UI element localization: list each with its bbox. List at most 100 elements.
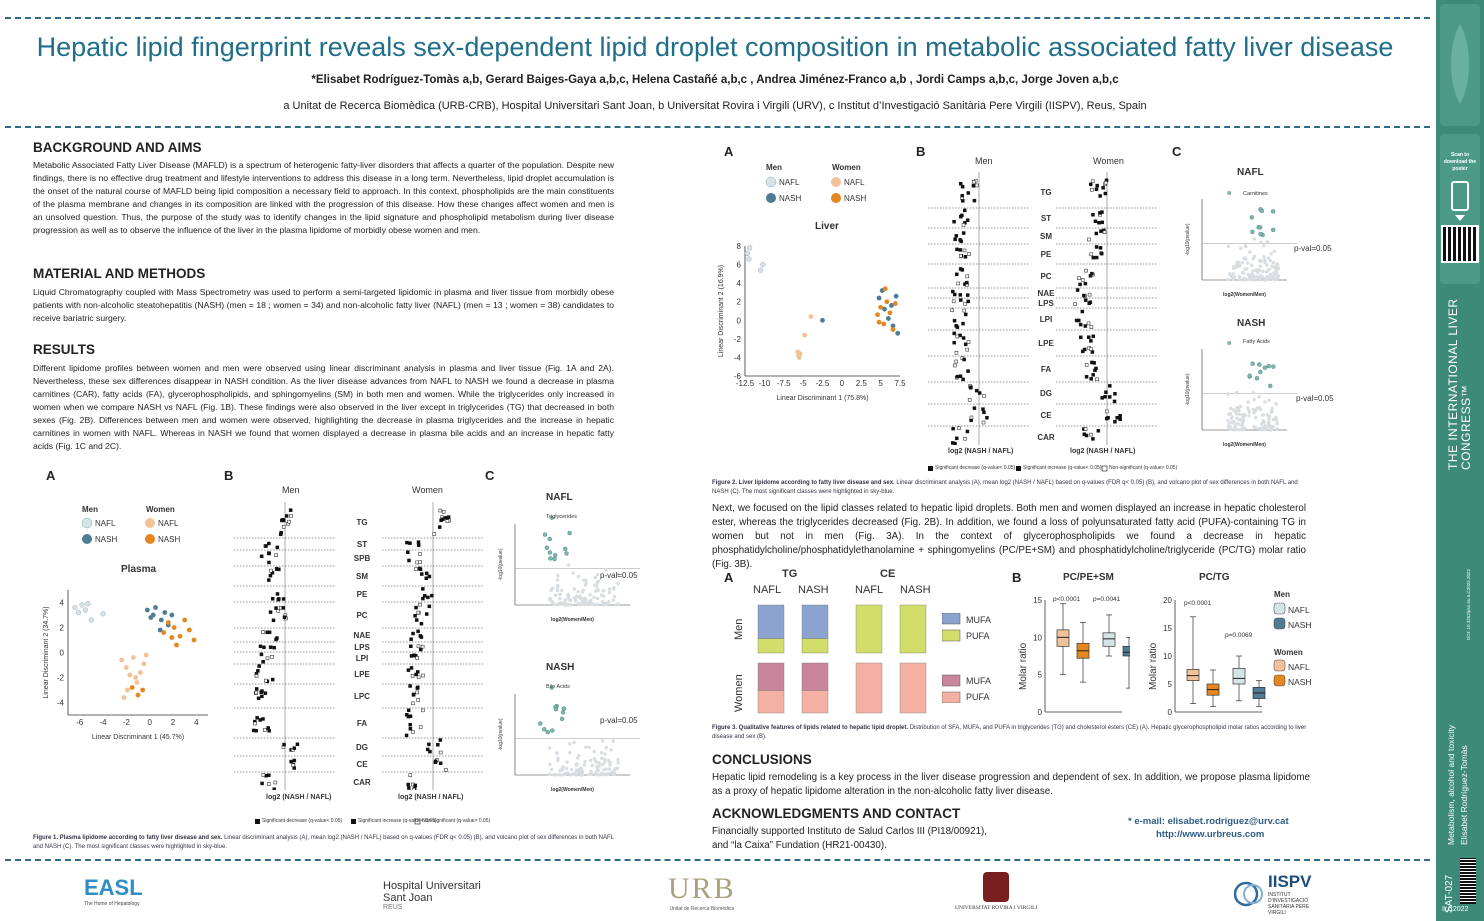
volcano-point [607, 587, 612, 591]
significant-point [552, 553, 558, 558]
lipid-dot [969, 385, 973, 390]
fig3-legend-mufa-men: MUFA [966, 615, 992, 625]
y-tick-label: 5 [1038, 671, 1043, 680]
fig1-lda-scatter: -6 -4 -2 0 2 4 4 2 0 -2 -4 Linear Discriminant 1 (4… [43, 590, 208, 741]
significant-point [553, 706, 559, 712]
scatter-point [161, 630, 167, 635]
lipid-dot [1084, 363, 1089, 367]
lipid-dot [427, 574, 432, 579]
x-axis-label: log2(Women/Men) [1223, 442, 1266, 448]
volcano-point [577, 754, 581, 758]
volcano-point [1261, 420, 1266, 424]
lipid-dot [419, 647, 423, 652]
y-tick-label: 0 [737, 316, 742, 325]
scatter-point [820, 317, 825, 323]
lipid-dot [426, 595, 430, 600]
lipid-dot [1099, 229, 1103, 233]
y-axis-label: Linear Discriminant 2 (34.7%) [43, 606, 50, 698]
fig2-panel-c: C [1172, 144, 1182, 159]
volcano-point [1272, 249, 1277, 254]
fig2-caption: Figure 2. Liver lipidome according to fa… [712, 480, 1298, 495]
lipid-dot [292, 766, 296, 770]
sidebar-sponsor-box [1440, 4, 1480, 126]
volcano-point [555, 578, 560, 582]
volcano-point [1238, 278, 1242, 282]
class-label: SM [356, 572, 368, 581]
volcano-point [613, 595, 617, 599]
volcano-point [566, 593, 571, 597]
volcano-point [559, 588, 564, 593]
lipid-dot [415, 656, 420, 660]
scatter-point [143, 652, 149, 658]
class-label: DG [1040, 389, 1052, 398]
sidebar-scan-text: Scan to download the poster [1443, 152, 1477, 172]
lipid-dot [1103, 191, 1108, 196]
lipid-dot [958, 267, 963, 271]
lipid-dot [1091, 437, 1095, 441]
volcano-point [1257, 395, 1261, 399]
lipid-dot [1089, 325, 1094, 329]
contact-email[interactable]: * e-mail: elisabet.rodriguez@urv.cat [1128, 816, 1289, 827]
volcano-point [1251, 269, 1255, 273]
lipid-dot [963, 312, 968, 317]
qr-code-icon[interactable] [1441, 225, 1479, 263]
fig3-panel-a: A [724, 570, 734, 585]
lipid-dot [1090, 271, 1094, 276]
significant-point [1254, 376, 1260, 381]
lipid-dot [1089, 252, 1094, 257]
ce-pufa-bar [899, 604, 927, 654]
fig3-box2-title: PC/TG [1199, 572, 1230, 583]
scatter-point [186, 627, 192, 633]
lipid-dot [966, 369, 970, 373]
volcano-point [603, 757, 607, 762]
lipid-dot [409, 654, 414, 658]
fig3-caption: Figure 3. Qualitative features of lipids… [712, 725, 1307, 740]
ce-pufa-bar [855, 662, 883, 714]
contact-website[interactable]: http://www.urbreus.com [1156, 829, 1265, 840]
lipid-dot [974, 183, 979, 188]
lipid-dot [958, 254, 963, 258]
sidebar-presenter: Elisabet Rodríguez-Tomàs [1459, 745, 1469, 845]
volcano-point [1228, 406, 1233, 411]
scatter-point [808, 314, 814, 319]
lipid-dot [267, 773, 271, 778]
volcano-point [1227, 424, 1232, 428]
volcano-point [574, 773, 578, 777]
volcano-point [555, 751, 559, 756]
footer-divider [5, 859, 1430, 861]
poster-title: Hepatic lipid fingerprint reveals sex-de… [36, 32, 1394, 62]
lipid-dot [1098, 246, 1103, 250]
volcano-point [1226, 244, 1231, 249]
volcano-point [1258, 278, 1262, 282]
volcano-point [553, 593, 558, 597]
tg-mufa-bar [801, 662, 829, 691]
lipid-dot [1094, 255, 1099, 260]
volcano-point [1235, 406, 1239, 410]
lipid-dot [289, 759, 293, 764]
fig1-dotplot: -505-505TGSTSPBSMPEPCNAELPSLPILPELPCFADG… [234, 502, 484, 790]
lipid-dot [274, 606, 278, 610]
fig2-key-increase: Significant increase (q-value< 0.05) [1023, 465, 1102, 471]
volcano-point [588, 758, 593, 763]
volcano-point [592, 757, 597, 761]
scatter-point [746, 256, 752, 262]
significant-point [552, 556, 557, 562]
volcano-point [1252, 398, 1256, 402]
fig3-tg-title: TG [782, 568, 798, 580]
easl-logo-sub: The Home of Hepatology [84, 901, 140, 907]
box [1232, 667, 1246, 685]
volcano-point [589, 598, 593, 602]
volcano-point [1268, 272, 1272, 277]
scatter-point [887, 310, 893, 316]
hospital-logo-line3: REUS [383, 904, 403, 911]
lipid-dot [952, 340, 956, 345]
lipid-dot [1090, 179, 1095, 184]
lipid-dot [1089, 339, 1093, 343]
significant-point [1247, 373, 1252, 378]
volcano-point [1267, 275, 1272, 280]
lipid-dot [421, 708, 425, 713]
lipid-dot [278, 532, 283, 537]
x-tick-label: -10 [759, 379, 771, 388]
lipid-dot [954, 272, 959, 277]
lipid-dot [267, 578, 271, 582]
